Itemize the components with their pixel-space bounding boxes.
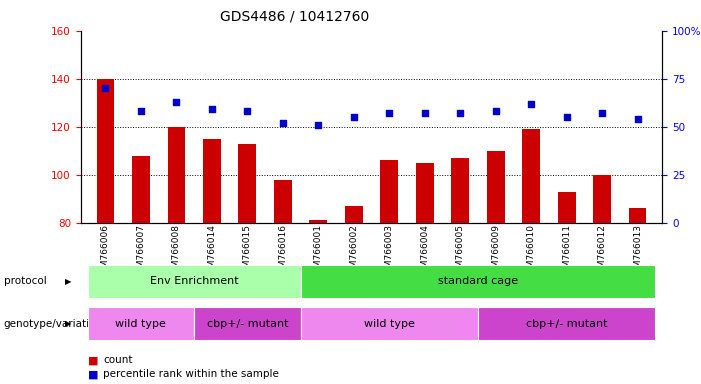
Point bbox=[100, 85, 111, 91]
Point bbox=[277, 120, 288, 126]
Point bbox=[490, 108, 501, 114]
Text: ▶: ▶ bbox=[65, 277, 72, 286]
Point bbox=[171, 99, 182, 105]
Text: cbp+/- mutant: cbp+/- mutant bbox=[207, 318, 288, 329]
Point bbox=[597, 110, 608, 116]
Text: count: count bbox=[103, 355, 132, 365]
Text: cbp+/- mutant: cbp+/- mutant bbox=[526, 318, 607, 329]
Bar bbox=[97, 79, 114, 223]
Point bbox=[632, 116, 644, 122]
Text: ■: ■ bbox=[88, 369, 98, 379]
Bar bbox=[593, 175, 611, 223]
Bar bbox=[309, 220, 327, 223]
Point bbox=[348, 114, 360, 120]
Bar bbox=[416, 163, 434, 223]
Bar bbox=[558, 192, 576, 223]
Point bbox=[419, 110, 430, 116]
Point bbox=[526, 101, 537, 107]
Text: percentile rank within the sample: percentile rank within the sample bbox=[103, 369, 279, 379]
Point bbox=[313, 122, 324, 128]
Text: GDS4486 / 10412760: GDS4486 / 10412760 bbox=[220, 10, 369, 23]
Bar bbox=[168, 127, 185, 223]
Point bbox=[455, 110, 466, 116]
Bar bbox=[381, 161, 398, 223]
Point bbox=[561, 114, 572, 120]
Text: standard cage: standard cage bbox=[438, 276, 518, 286]
Text: ■: ■ bbox=[88, 355, 98, 365]
Text: ▶: ▶ bbox=[65, 319, 72, 328]
Text: protocol: protocol bbox=[4, 276, 46, 286]
Point bbox=[135, 108, 147, 114]
Bar bbox=[203, 139, 221, 223]
Bar bbox=[486, 151, 505, 223]
Bar bbox=[274, 180, 292, 223]
Bar bbox=[238, 144, 257, 223]
Bar bbox=[132, 156, 150, 223]
Text: genotype/variation: genotype/variation bbox=[4, 318, 102, 329]
Bar bbox=[451, 158, 469, 223]
Point bbox=[383, 110, 395, 116]
Point bbox=[242, 108, 253, 114]
Text: wild type: wild type bbox=[116, 318, 166, 329]
Bar bbox=[522, 129, 540, 223]
Bar bbox=[345, 206, 362, 223]
Text: wild type: wild type bbox=[364, 318, 415, 329]
Bar bbox=[629, 208, 646, 223]
Point bbox=[206, 106, 217, 113]
Text: Env Enrichment: Env Enrichment bbox=[150, 276, 238, 286]
